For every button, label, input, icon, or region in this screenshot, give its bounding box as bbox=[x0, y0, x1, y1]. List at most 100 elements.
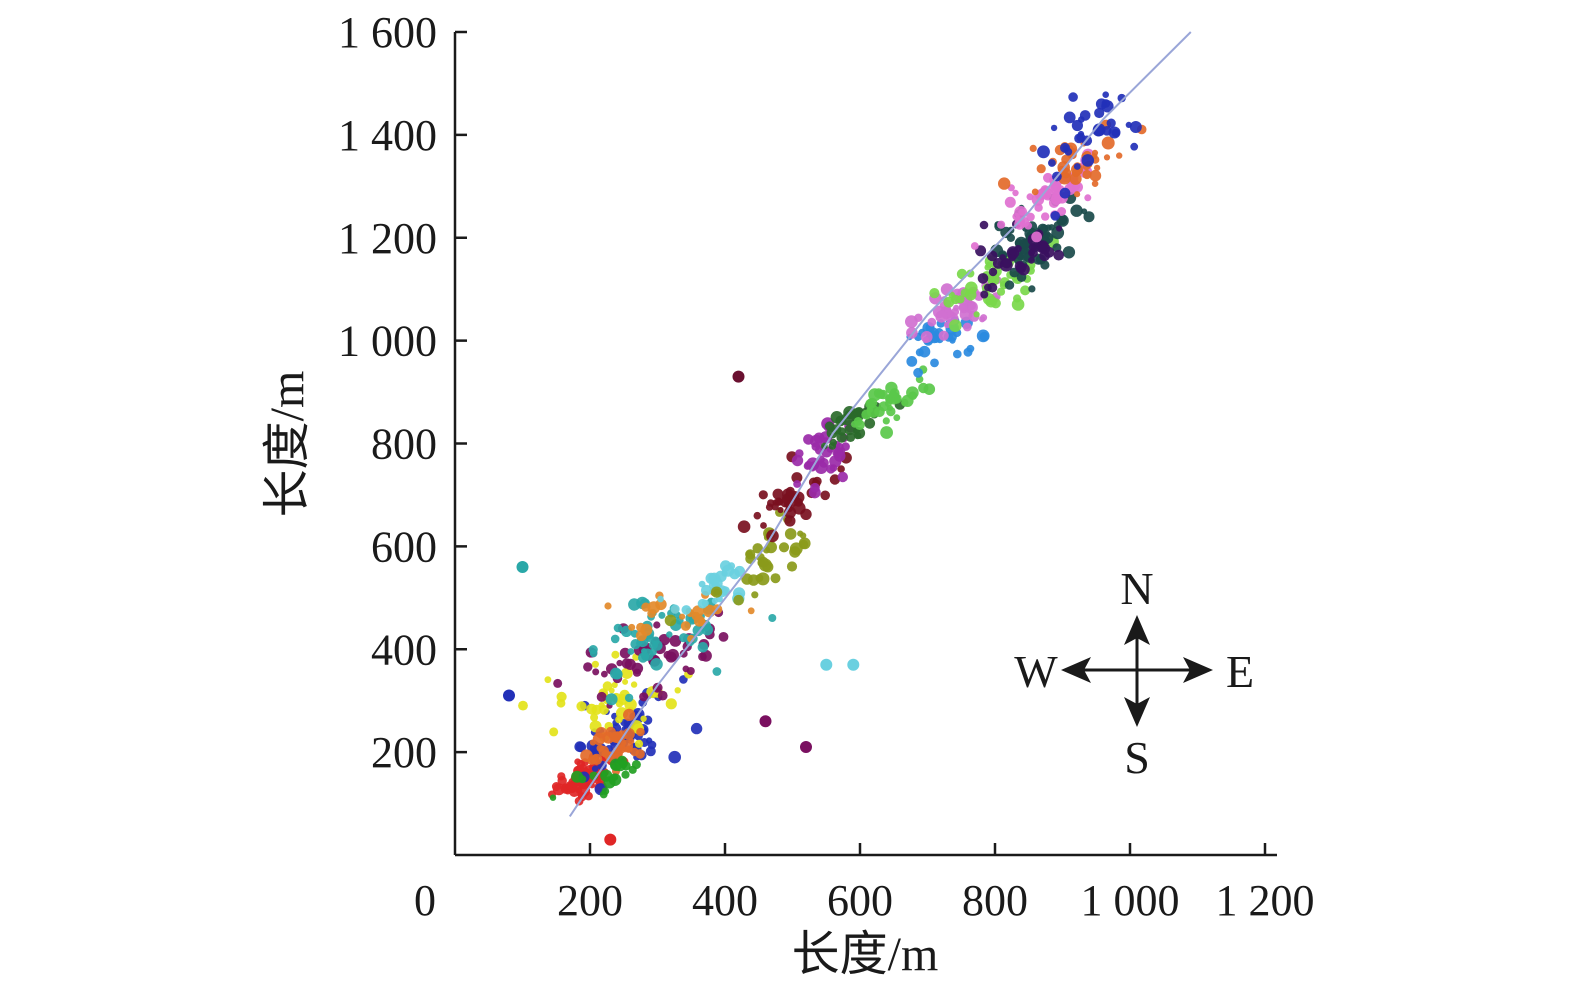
scatter-point bbox=[632, 668, 642, 677]
scatter-point bbox=[772, 499, 779, 506]
x-tick-label: 600 bbox=[827, 876, 893, 925]
scatter-point bbox=[930, 358, 939, 368]
scatter-point bbox=[1081, 208, 1088, 215]
scatter-point bbox=[1018, 243, 1030, 255]
scatter-point bbox=[1071, 119, 1083, 132]
scatter-point bbox=[634, 739, 644, 748]
y-tick-label: 1 400 bbox=[338, 111, 437, 160]
scatter-point bbox=[929, 288, 940, 299]
scatter-point bbox=[613, 623, 623, 633]
scatter-point bbox=[1091, 180, 1099, 187]
scatter-point bbox=[640, 715, 647, 722]
scatter-point bbox=[621, 770, 630, 779]
scatter-point bbox=[1091, 149, 1099, 156]
scatter-point bbox=[1039, 224, 1049, 233]
scatter-point bbox=[868, 388, 882, 402]
scatter-point bbox=[601, 749, 610, 758]
scatter-point bbox=[1125, 121, 1132, 128]
scatter-point bbox=[829, 455, 842, 468]
scatter-point bbox=[1073, 163, 1081, 170]
scatter-point bbox=[636, 727, 645, 737]
scatter-point bbox=[828, 442, 837, 450]
scatter-point bbox=[590, 713, 599, 722]
scatter-point bbox=[518, 700, 528, 711]
compass-label-east: E bbox=[1226, 646, 1254, 697]
scatter-point bbox=[658, 611, 666, 619]
scatter-point bbox=[718, 632, 729, 642]
scatter-point bbox=[670, 604, 680, 614]
scatter-point bbox=[784, 515, 796, 527]
scatter-point bbox=[681, 605, 692, 615]
scatter-point bbox=[943, 296, 955, 308]
scatter-point bbox=[1108, 126, 1121, 139]
scatter-point bbox=[610, 634, 620, 644]
scatter-point bbox=[784, 528, 797, 540]
scatter-point bbox=[759, 715, 772, 728]
scatter-point bbox=[636, 622, 646, 633]
scatter-point bbox=[698, 580, 706, 588]
scatter-point bbox=[604, 833, 617, 846]
scatter-point bbox=[1041, 212, 1050, 221]
scatter-point bbox=[984, 264, 991, 271]
x-tick-label: 200 bbox=[557, 876, 623, 925]
scatter-point bbox=[657, 595, 664, 603]
scatter-point bbox=[1074, 191, 1081, 198]
scatter-point bbox=[853, 427, 866, 439]
scatter-point bbox=[925, 325, 932, 332]
scatter-point bbox=[799, 532, 807, 539]
scatter-point bbox=[846, 432, 856, 442]
scatter-point bbox=[1059, 187, 1071, 199]
scatter-point bbox=[1014, 261, 1025, 272]
compass-label-west: W bbox=[1014, 646, 1058, 697]
scatter-point bbox=[751, 591, 759, 599]
scatter-point bbox=[627, 648, 635, 655]
scatter-point bbox=[611, 774, 619, 781]
scatter-point bbox=[1026, 193, 1034, 201]
scatter-point bbox=[914, 313, 923, 322]
scatter-point bbox=[826, 464, 836, 474]
scatter-point bbox=[503, 689, 515, 702]
scatter-point bbox=[566, 783, 573, 791]
scatter-point bbox=[697, 642, 709, 653]
scatter-point bbox=[793, 480, 801, 488]
scatter-point bbox=[758, 490, 768, 500]
scatter-point bbox=[949, 319, 962, 333]
trend-line bbox=[568, 31, 1192, 817]
x-tick-label: 800 bbox=[962, 876, 1028, 925]
scatter-point bbox=[616, 659, 623, 667]
scatter-point bbox=[747, 607, 755, 615]
scatter-point bbox=[1050, 124, 1058, 132]
scatter-point bbox=[1064, 147, 1073, 156]
scatter-point bbox=[604, 602, 612, 610]
scatter-point bbox=[605, 726, 616, 738]
data-points bbox=[503, 91, 1147, 846]
scatter-point bbox=[1074, 133, 1084, 144]
scatter-point bbox=[1004, 280, 1015, 290]
scatter-point bbox=[1028, 285, 1036, 293]
scatter-point bbox=[964, 289, 977, 301]
scatter-point bbox=[625, 745, 633, 753]
scatter-point bbox=[953, 349, 962, 359]
scatter-point bbox=[800, 741, 812, 753]
scatter-point bbox=[918, 382, 929, 394]
scatter-point bbox=[551, 782, 561, 791]
scatter-point bbox=[853, 417, 863, 426]
y-tick-label: 800 bbox=[371, 420, 437, 469]
scatter-point bbox=[976, 329, 990, 343]
scatter-point bbox=[913, 367, 923, 378]
scatter-point bbox=[617, 755, 627, 766]
scatter-point bbox=[1024, 221, 1033, 230]
scatter-point bbox=[765, 503, 774, 511]
scatter-point bbox=[996, 287, 1006, 296]
scatter-point bbox=[789, 546, 801, 558]
scatter-point bbox=[938, 330, 949, 341]
scatter-point bbox=[956, 268, 968, 280]
scatter-point bbox=[1038, 242, 1051, 255]
scatter-point bbox=[616, 730, 627, 741]
scatter-point bbox=[753, 511, 762, 520]
scatter-point bbox=[583, 662, 593, 672]
scatter-point bbox=[1069, 172, 1082, 185]
scatter-point bbox=[592, 732, 606, 746]
